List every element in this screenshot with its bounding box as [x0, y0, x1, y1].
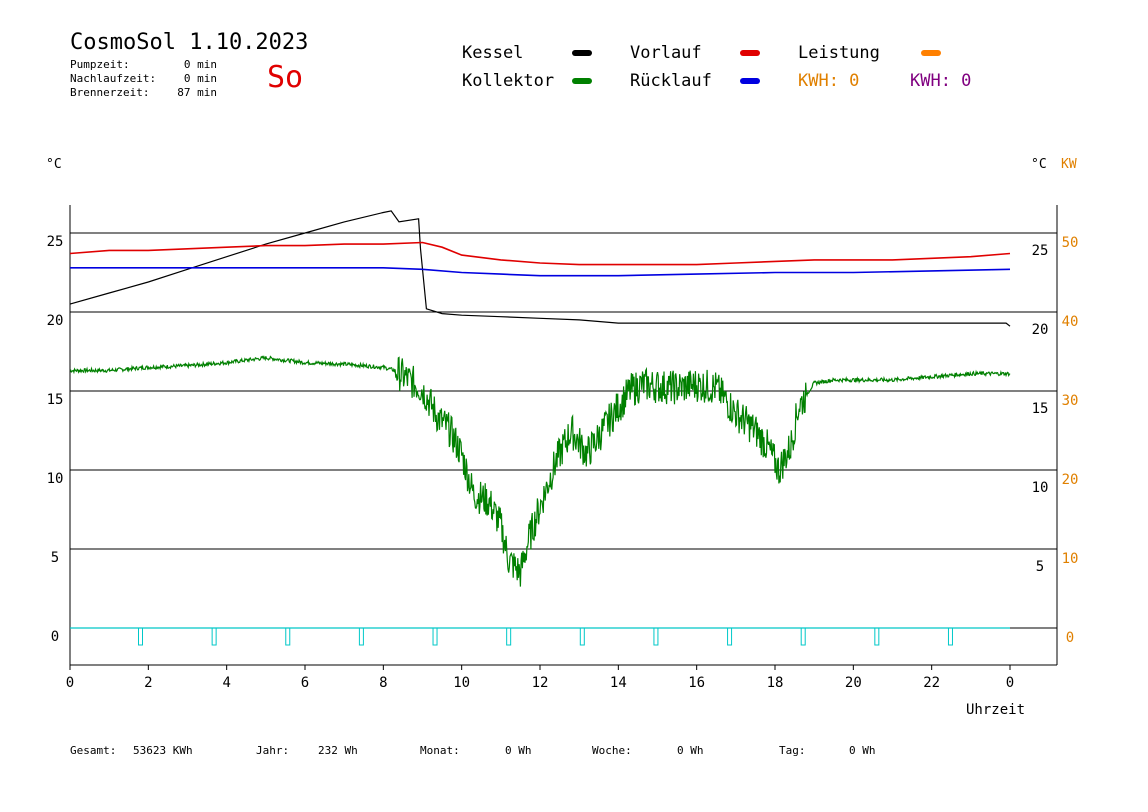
- x-tick-label: 8: [379, 675, 387, 691]
- legend-swatch-kollektor: [572, 78, 592, 84]
- ylabel-kw: KW: [1061, 157, 1077, 172]
- xlabel: Uhrzeit: [966, 702, 1026, 718]
- y-tick-label-kw: 0: [1066, 630, 1074, 646]
- x-tick-label: 0: [1006, 675, 1014, 691]
- stat-label-pumpzeit: Pumpzeit:: [70, 58, 130, 71]
- y-tick-label-left: 0: [51, 629, 59, 645]
- leistung-pulse: [874, 627, 880, 646]
- leistung-pulse: [727, 627, 733, 646]
- legend-label-kollektor: Kollektor: [462, 71, 555, 91]
- axes: [69, 205, 1058, 670]
- stat-value-nachlaufzeit: 0 min: [183, 72, 217, 85]
- x-tick-label: 2: [144, 675, 152, 691]
- series-kollektor: [69, 355, 1011, 587]
- tick-labels: 0 2 4 6 8 10 12 14 16 18 20 22 0 0 5 10 15 20 25 5 10 15 20 25 0…: [47, 234, 1079, 691]
- footer-value-monat: 0 Wh: [505, 744, 532, 757]
- leistung-pulse: [211, 627, 217, 646]
- legend-swatch-leistung: [921, 50, 941, 56]
- legend-label-kessel: Kessel: [462, 43, 524, 63]
- leistung-pulse: [653, 627, 659, 646]
- footer-label-jahr: Jahr:: [256, 744, 290, 757]
- leistung-pulse: [506, 627, 512, 646]
- x-tick-label: 0: [66, 675, 74, 691]
- legend-swatch-kessel: [572, 50, 592, 56]
- y-tick-label-left: 15: [47, 392, 64, 408]
- x-tick-label: 18: [767, 675, 784, 691]
- y-tick-label-kw: 10: [1062, 551, 1079, 567]
- y-tick-label-right: 5: [1036, 559, 1044, 575]
- stat-value-pumpzeit: 0 min: [183, 58, 217, 71]
- footer-label-monat: Monat:: [420, 744, 460, 757]
- x-tick-label: 16: [688, 675, 705, 691]
- leistung-pulse: [800, 627, 806, 646]
- chart-title: CosmoSol 1.10.2023: [70, 30, 309, 55]
- y-tick-label-left: 25: [47, 234, 64, 250]
- legend-label-ruecklauf: Rücklauf: [630, 71, 712, 91]
- leistung-pulse: [947, 627, 953, 646]
- grid-lines: [70, 232, 1057, 629]
- kwh-orange: KWH: 0: [798, 71, 860, 91]
- x-tick-label: 10: [453, 675, 470, 691]
- x-tick-label: 14: [610, 675, 627, 691]
- stat-value-brennerzeit: 87 min: [177, 86, 217, 99]
- footer-value-gesamt: 53623 KWh: [133, 744, 193, 757]
- series-layer: [69, 210, 1011, 646]
- leistung-pulse: [358, 627, 364, 646]
- kwh-purple: KWH: 0: [910, 71, 972, 91]
- y-tick-label-kw: 20: [1062, 472, 1079, 488]
- legend-swatch-vorlauf: [740, 50, 760, 56]
- y-tick-label-left: 20: [47, 313, 64, 329]
- footer-value-tag: 0 Wh: [849, 744, 876, 757]
- stat-label-nachlaufzeit: Nachlaufzeit:: [70, 72, 157, 85]
- y-tick-label-left: 5: [51, 550, 59, 566]
- x-tick-label: 6: [301, 675, 309, 691]
- leistung-pulse: [138, 627, 143, 646]
- leistung-pulse: [432, 627, 438, 646]
- series-vorlauf: [69, 241, 1011, 266]
- ylabel-left: °C: [46, 157, 62, 172]
- ylabel-right: °C: [1031, 157, 1047, 172]
- footer-value-woche: 0 Wh: [677, 744, 704, 757]
- series-kessel: [69, 210, 1011, 327]
- series-ruecklauf: [70, 267, 1011, 277]
- y-tick-label-left: 10: [47, 471, 64, 487]
- y-tick-label-right: 25: [1032, 243, 1049, 259]
- y-tick-label-kw: 50: [1062, 235, 1079, 251]
- footer-label-woche: Woche:: [592, 744, 632, 757]
- leistung-pulse: [579, 627, 585, 646]
- footer-value-jahr: 232 Wh: [318, 744, 358, 757]
- y-tick-label-kw: 40: [1062, 314, 1079, 330]
- y-tick-label-right: 20: [1032, 322, 1049, 338]
- footer-label-gesamt: Gesamt:: [70, 744, 117, 757]
- y-tick-label-right: 15: [1032, 401, 1049, 417]
- x-tick-label: 4: [222, 675, 230, 691]
- stat-label-brennerzeit: Brennerzeit:: [70, 86, 150, 99]
- day-of-week: So: [267, 60, 304, 95]
- legend-label-vorlauf: Vorlauf: [630, 43, 702, 63]
- leistung-pulse: [285, 627, 291, 646]
- y-tick-label-right: 10: [1032, 480, 1049, 496]
- x-tick-label: 20: [845, 675, 862, 691]
- y-tick-label-kw: 30: [1062, 393, 1079, 409]
- legend-swatch-ruecklauf: [740, 78, 760, 84]
- footer-label-tag: Tag:: [779, 744, 806, 757]
- x-tick-label: 22: [923, 675, 940, 691]
- x-tick-label: 12: [532, 675, 549, 691]
- legend-label-leistung: Leistung: [798, 43, 880, 63]
